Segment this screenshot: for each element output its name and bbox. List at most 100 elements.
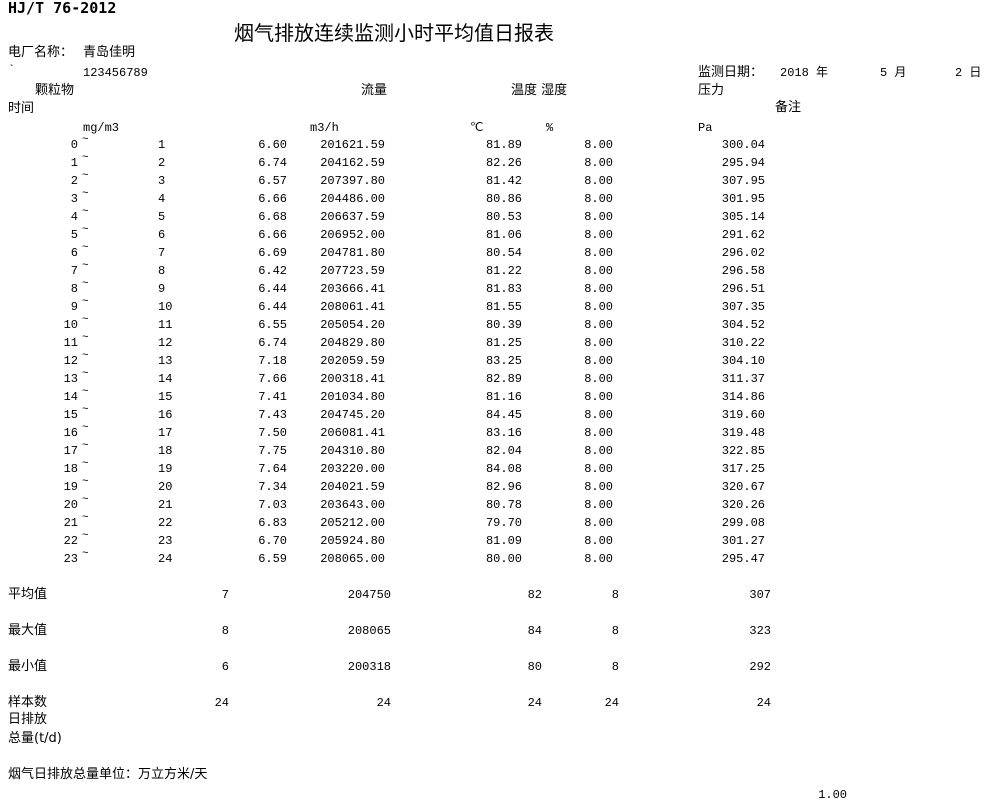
temp-value: 83.16: [485, 426, 522, 440]
pm-value: 6.55: [258, 318, 287, 332]
hour-start: 13: [63, 372, 78, 386]
summary-flow: 208065: [347, 624, 391, 638]
pm-value: 7.43: [258, 408, 287, 422]
pressure-value: 301.27: [721, 534, 765, 548]
date-day: 2 日: [955, 66, 982, 80]
plant-code: 123456789: [83, 66, 148, 80]
pressure-value: 304.52: [721, 318, 765, 332]
column-temp-humidity: 温度 湿度: [511, 83, 568, 98]
pressure-value: 320.26: [721, 498, 765, 512]
flow-value: 206952.00: [320, 228, 385, 242]
flow-value: 205924.80: [320, 534, 385, 548]
summary-pm: 8: [221, 624, 229, 638]
pm-value: 7.41: [258, 390, 287, 404]
hour-start: 19: [63, 480, 78, 494]
pm-value: 6.57: [258, 174, 287, 188]
pressure-value: 301.95: [721, 192, 765, 206]
hour-start: 17: [63, 444, 78, 458]
pressure-value: 305.14: [721, 210, 765, 224]
summary-pm: 7: [221, 588, 229, 602]
temp-value: 81.09: [485, 534, 522, 548]
hour-end: 3: [158, 174, 166, 188]
humidity-value: 8.00: [584, 210, 613, 224]
summary-label: 最大值: [8, 623, 48, 638]
pressure-value: 304.10: [721, 354, 765, 368]
flow-value: 204310.80: [320, 444, 385, 458]
humidity-value: 8.00: [584, 246, 613, 260]
unit-flow: m3/h: [310, 121, 339, 135]
temp-value: 83.25: [485, 354, 522, 368]
hour-start: 1: [70, 156, 78, 170]
temp-value: 82.26: [485, 156, 522, 170]
temp-value: 81.83: [485, 282, 522, 296]
humidity-value: 8.00: [584, 534, 613, 548]
hour-start: 3: [70, 192, 78, 206]
pm-value: 6.44: [258, 282, 287, 296]
flow-value: 208065.00: [320, 552, 385, 566]
hour-start: 4: [70, 210, 78, 224]
hour-end: 20: [158, 480, 173, 494]
temp-value: 79.70: [485, 516, 522, 530]
temp-value: 81.42: [485, 174, 522, 188]
report-title: 烟气排放连续监测小时平均值日报表: [234, 21, 554, 45]
humidity-value: 8.00: [584, 480, 613, 494]
hour-end: 18: [158, 444, 173, 458]
pm-value: 7.64: [258, 462, 287, 476]
tilde-mark: ~: [82, 206, 89, 218]
hour-end: 5: [158, 210, 166, 224]
pressure-value: 296.58: [721, 264, 765, 278]
temp-value: 82.04: [485, 444, 522, 458]
flow-value: 206637.59: [320, 210, 385, 224]
summary-temp: 80: [527, 660, 542, 674]
summary-temp: 82: [527, 588, 542, 602]
tilde-mark: ~: [82, 260, 89, 272]
pm-value: 6.42: [258, 264, 287, 278]
pm-value: 6.66: [258, 228, 287, 242]
column-pm: 颗粒物: [35, 83, 75, 98]
pm-value: 6.59: [258, 552, 287, 566]
hour-end: 16: [158, 408, 173, 422]
hour-start: 21: [63, 516, 78, 530]
humidity-value: 8.00: [584, 228, 613, 242]
hour-end: 15: [158, 390, 173, 404]
hour-end: 24: [158, 552, 173, 566]
humidity-value: 8.00: [584, 552, 613, 566]
pm-value: 6.60: [258, 138, 287, 152]
tilde-mark: ~: [82, 314, 89, 326]
summary-humidity: 8: [611, 624, 619, 638]
hour-end: 7: [158, 246, 166, 260]
temp-value: 81.55: [485, 300, 522, 314]
plant-name-label: 电厂名称：: [8, 45, 74, 60]
pressure-value: 310.22: [721, 336, 765, 350]
humidity-value: 8.00: [584, 264, 613, 278]
flow-value: 204486.00: [320, 192, 385, 206]
pm-value: 6.66: [258, 192, 287, 206]
hour-start: 8: [70, 282, 78, 296]
pm-value: 7.50: [258, 426, 287, 440]
daily-emission-total-label: 总量(t/d): [8, 731, 62, 746]
hour-start: 12: [63, 354, 78, 368]
pm-value: 7.75: [258, 444, 287, 458]
hour-start: 6: [70, 246, 78, 260]
hour-start: 14: [63, 390, 78, 404]
summary-temp: 84: [527, 624, 542, 638]
tilde-mark: ~: [82, 404, 89, 416]
unit-humidity: %: [546, 121, 554, 135]
summary-label: 样本数: [8, 695, 48, 710]
summary-label: 平均值: [8, 587, 48, 602]
tilde-mark: ~: [82, 134, 89, 146]
date-month: 5 月: [880, 66, 907, 80]
summary-flow: 24: [376, 696, 391, 710]
tilde-mark: ~: [82, 440, 89, 452]
temp-value: 80.54: [485, 246, 522, 260]
pressure-value: 322.85: [721, 444, 765, 458]
hour-start: 22: [63, 534, 78, 548]
pressure-value: 314.86: [721, 390, 765, 404]
humidity-value: 8.00: [584, 156, 613, 170]
temp-value: 81.16: [485, 390, 522, 404]
column-time: 时间: [8, 101, 35, 116]
summary-pm: 6: [221, 660, 229, 674]
date-year: 2018 年: [780, 66, 829, 80]
date-label: 监测日期：: [698, 65, 764, 80]
